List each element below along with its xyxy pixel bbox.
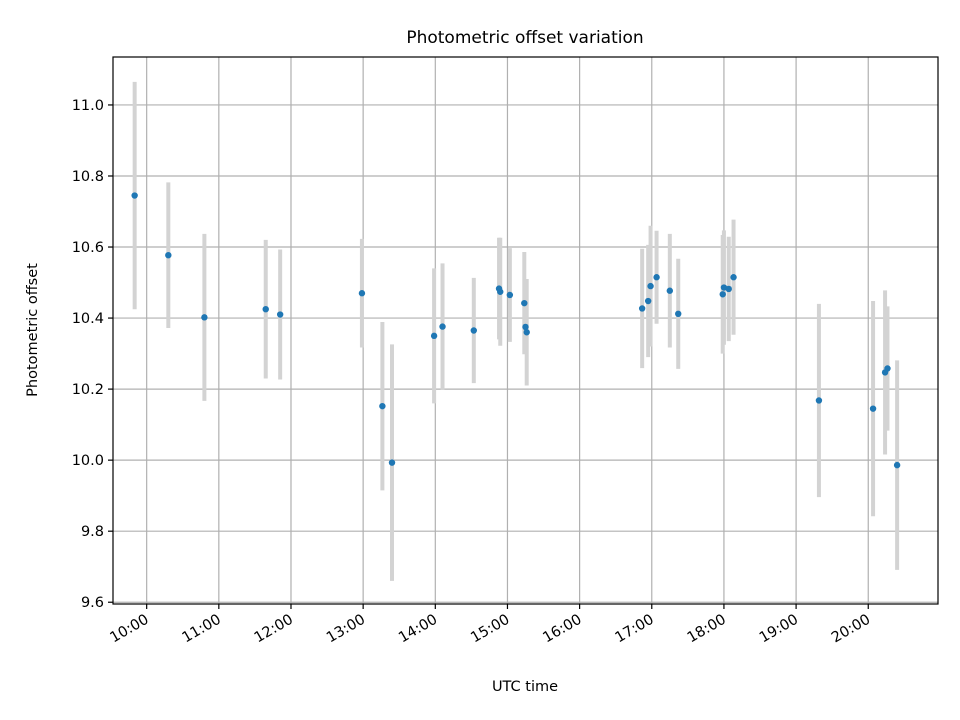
- data-point: [647, 282, 654, 290]
- y-tick-label: 10.2: [72, 382, 104, 398]
- data-point: [893, 461, 901, 469]
- grid-lines: [113, 57, 938, 604]
- data-point: [388, 459, 396, 466]
- x-tick-label: 12:00: [252, 612, 296, 647]
- data-point: [719, 291, 726, 298]
- data-point: [131, 192, 138, 199]
- data-point: [675, 310, 682, 318]
- x-axis-label: UTC time: [492, 679, 558, 695]
- data-point: [379, 402, 386, 410]
- data-point: [522, 323, 529, 331]
- data-point: [653, 274, 660, 281]
- data-point: [470, 327, 477, 334]
- data-point: [165, 251, 172, 259]
- data-point: [815, 397, 823, 404]
- x-tick-label: 11:00: [180, 612, 224, 647]
- data-point: [720, 284, 728, 291]
- data-point: [869, 405, 877, 412]
- y-tick-label: 9.8: [81, 524, 104, 540]
- y-tick-label: 10.8: [72, 169, 104, 185]
- data-point: [638, 305, 646, 312]
- x-tick-label: 20:00: [829, 612, 873, 647]
- data-point: [439, 323, 446, 330]
- data-points: [131, 192, 901, 469]
- y-tick-label: 10.4: [72, 311, 104, 327]
- x-tick-label: 16:00: [540, 612, 584, 647]
- x-tick-label: 13:00: [324, 612, 368, 647]
- data-point: [644, 297, 652, 305]
- x-tick-label: 18:00: [685, 612, 729, 647]
- data-point: [358, 290, 366, 297]
- data-point: [730, 274, 737, 281]
- data-point: [506, 291, 514, 299]
- x-tick-label: 14:00: [396, 612, 440, 647]
- data-point: [201, 314, 208, 321]
- y-tick-label: 11.0: [72, 98, 104, 114]
- data-point: [497, 288, 504, 295]
- data-point: [666, 287, 674, 294]
- chart-title: Photometric offset variation: [406, 28, 643, 48]
- y-axis-ticks: 9.6 9.8 10.0 10.2 10.4 10.6 10.8 11.0: [72, 98, 113, 611]
- x-tick-label: 15:00: [468, 612, 512, 647]
- y-tick-label: 10.0: [72, 453, 104, 469]
- plot-frame: [112, 56, 939, 605]
- x-tick-label: 10:00: [107, 612, 151, 647]
- data-point: [262, 305, 269, 313]
- x-tick-label: 19:00: [757, 612, 801, 647]
- y-tick-label: 9.6: [81, 595, 104, 611]
- data-point: [523, 329, 530, 336]
- data-point: [725, 285, 732, 293]
- y-tick-label: 10.6: [72, 240, 104, 256]
- data-point: [521, 299, 528, 307]
- data-point: [430, 332, 438, 340]
- x-axis-ticks: 10:00 11:00 12:00 13:00 14:00 15:00 16:00 17:00…: [107, 604, 873, 646]
- x-tick-label: 17:00: [613, 612, 657, 647]
- y-axis-label: Photometric offset: [25, 263, 41, 397]
- data-point: [276, 311, 284, 318]
- data-point: [884, 365, 891, 372]
